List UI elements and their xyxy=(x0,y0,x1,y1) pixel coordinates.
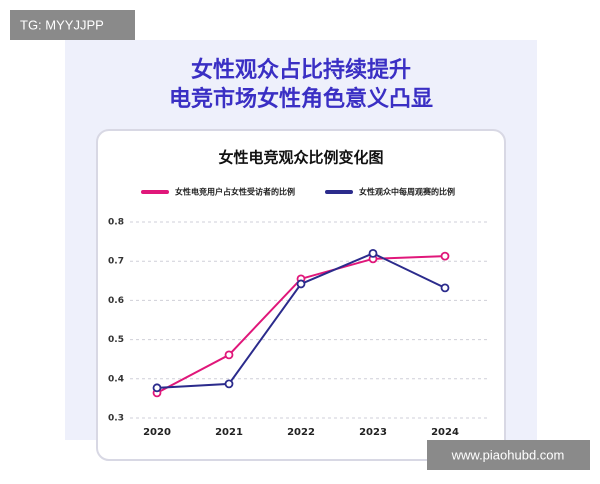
data-point xyxy=(224,350,234,360)
header-line: 电竞市场女性角色意义凸显 xyxy=(169,86,433,112)
watermark: www.piaohubd.com xyxy=(451,447,565,462)
legend-label: 女性观众中每周观赛的比例 xyxy=(359,187,455,197)
header-line: 女性观众占比持续提升 xyxy=(191,57,411,83)
x-tick-label: 2020 xyxy=(143,427,171,438)
y-tick-label: 0.5 xyxy=(108,335,124,345)
y-tick-label: 0.7 xyxy=(108,257,124,267)
data-point xyxy=(224,379,234,389)
x-tick-label: 2023 xyxy=(359,427,387,438)
data-point xyxy=(440,251,450,261)
data-point xyxy=(152,383,162,393)
x-tick-label: 2022 xyxy=(287,427,315,438)
data-point xyxy=(440,283,450,293)
y-tick-label: 0.3 xyxy=(108,414,124,424)
watermark: TG: MYYJJPP xyxy=(20,17,104,32)
data-point xyxy=(368,248,378,258)
watermark-box xyxy=(427,440,590,470)
y-tick-label: 0.4 xyxy=(108,374,124,384)
chart-title: 女性电竞观众比例变化图 xyxy=(218,149,383,167)
x-tick-label: 2021 xyxy=(215,427,243,438)
x-tick-label: 2024 xyxy=(431,427,459,438)
y-tick-label: 0.6 xyxy=(108,296,124,306)
y-tick-label: 0.8 xyxy=(108,218,124,228)
data-point xyxy=(296,279,306,289)
chart: 0.3 0.4 0.5 0.6 0.7 0.8 2020 2021 2022 2023 2024 女性… xyxy=(108,187,490,438)
chart-card xyxy=(96,129,506,461)
legend-label: 女性电竞用户占女性受访者的比例 xyxy=(175,187,295,197)
watermark-box xyxy=(10,10,135,40)
